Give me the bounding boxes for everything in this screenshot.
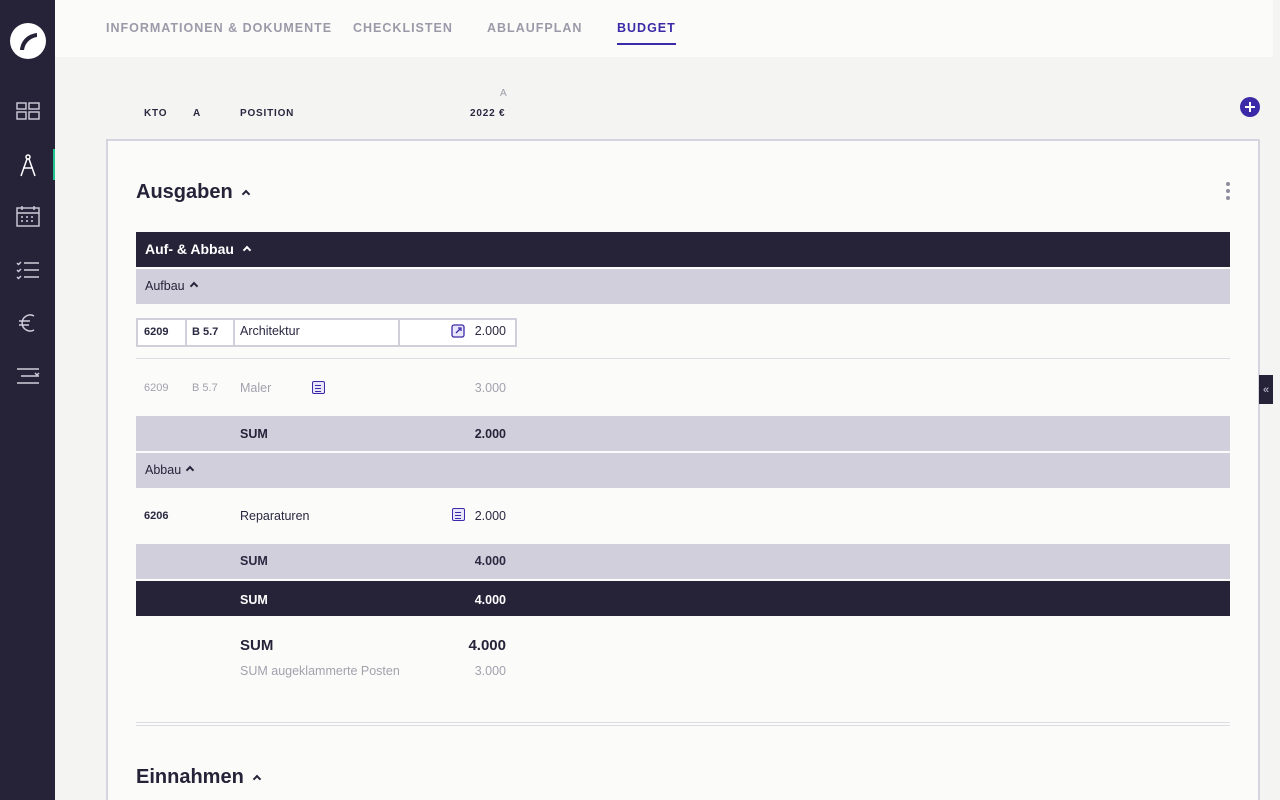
- chevron-up-icon: [242, 245, 252, 255]
- chevron-up-icon: [185, 465, 195, 475]
- table-row-position[interactable]: Reparaturen: [240, 509, 310, 523]
- chevron-left-icon: «: [1262, 383, 1270, 396]
- calendar-icon: [15, 206, 40, 227]
- chevron-up-icon: [189, 281, 198, 291]
- filter-icon: [16, 368, 39, 384]
- subgroup-title: Abbau: [145, 463, 182, 477]
- chevron-up-icon: [252, 774, 262, 784]
- sum-value: 4.000: [474, 554, 506, 568]
- tab-informationen[interactable]: INFORMATIONEN & DOKUMENTE: [106, 21, 333, 35]
- kto-input[interactable]: 6209: [144, 326, 169, 338]
- total-label: SUM: [240, 637, 274, 654]
- column-header-kto: KTO: [144, 108, 168, 119]
- excluded-total-value: 3.000: [474, 664, 506, 678]
- nav-settings[interactable]: [0, 358, 55, 394]
- group-title: Auf- & Abbau: [145, 241, 234, 257]
- subgroup-title: Aufbau: [145, 279, 185, 293]
- subgroup-sum-row: [136, 416, 1230, 451]
- tab-budget[interactable]: BUDGET: [617, 21, 676, 45]
- section-einnahmen[interactable]: Einnahmen: [136, 766, 262, 789]
- tab-ablaufplan[interactable]: ABLAUFPLAN: [487, 21, 583, 35]
- note-icon[interactable]: [312, 381, 325, 394]
- tab-checklisten[interactable]: CHECKLISTEN: [353, 21, 453, 35]
- app-logo[interactable]: [10, 23, 46, 59]
- section-einnahmen-title: Einnahmen: [136, 766, 244, 788]
- column-header-year-marker: A: [500, 88, 508, 99]
- excluded-total-label: SUM augeklammerte Posten: [240, 664, 400, 678]
- table-row-kto: 6209: [144, 382, 169, 394]
- section-ausgaben-title: Ausgaben: [136, 181, 233, 203]
- nav-dashboard[interactable]: [0, 93, 55, 129]
- subgroup-sum-row: [136, 544, 1230, 579]
- subgroup-header[interactable]: Aufbau: [136, 269, 1230, 304]
- column-header-a: A: [193, 108, 202, 119]
- section-divider: [136, 722, 1230, 723]
- add-button[interactable]: [1240, 97, 1260, 117]
- section-divider: [136, 725, 1230, 726]
- euro-icon: [18, 314, 34, 332]
- group-sum-row: [136, 581, 1230, 616]
- chevron-up-icon: [241, 189, 250, 199]
- value-input[interactable]: 2.000: [474, 324, 506, 338]
- table-row-value[interactable]: 2.000: [474, 509, 506, 523]
- total-value: 4.000: [468, 637, 506, 654]
- table-row-value[interactable]: 3.000: [474, 381, 506, 395]
- sidebar: [0, 0, 55, 800]
- section-ausgaben[interactable]: Ausgaben: [136, 181, 250, 204]
- more-options-icon[interactable]: [1226, 182, 1230, 202]
- column-header-position: POSITION: [240, 108, 295, 119]
- column-header-year: 2022 €: [470, 108, 506, 119]
- linked-note-icon[interactable]: [451, 323, 466, 339]
- right-edge: [1273, 0, 1280, 800]
- sum-value: 2.000: [474, 427, 506, 441]
- table-row-position[interactable]: Maler: [240, 381, 272, 395]
- logo-icon: [20, 33, 37, 50]
- table-row-a: B 5.7: [192, 382, 218, 394]
- sum-label: SUM: [240, 427, 268, 441]
- sum-label: SUM: [240, 593, 268, 607]
- sum-label: SUM: [240, 554, 268, 568]
- nav-planning[interactable]: [0, 147, 55, 183]
- table-row-kto: 6206: [144, 510, 169, 522]
- collapse-panel-button[interactable]: «: [1259, 375, 1273, 404]
- dashboard-icon: [15, 102, 40, 120]
- group-header[interactable]: Auf- & Abbau: [136, 232, 1230, 267]
- nav-budget[interactable]: [0, 305, 55, 341]
- row-divider: [136, 358, 1230, 359]
- a-input[interactable]: B 5.7: [192, 326, 219, 338]
- note-icon[interactable]: [452, 508, 465, 521]
- position-input[interactable]: Architektur: [240, 324, 300, 338]
- checklist-icon: [16, 261, 39, 280]
- nav-checklists[interactable]: [0, 252, 55, 288]
- compass-icon: [19, 154, 36, 177]
- sum-value: 4.000: [474, 593, 506, 607]
- nav-calendar[interactable]: [0, 198, 55, 234]
- tab-bar: INFORMATIONEN & DOKUMENTE CHECKLISTEN AB…: [55, 0, 1273, 57]
- subgroup-header[interactable]: Abbau: [136, 453, 1230, 488]
